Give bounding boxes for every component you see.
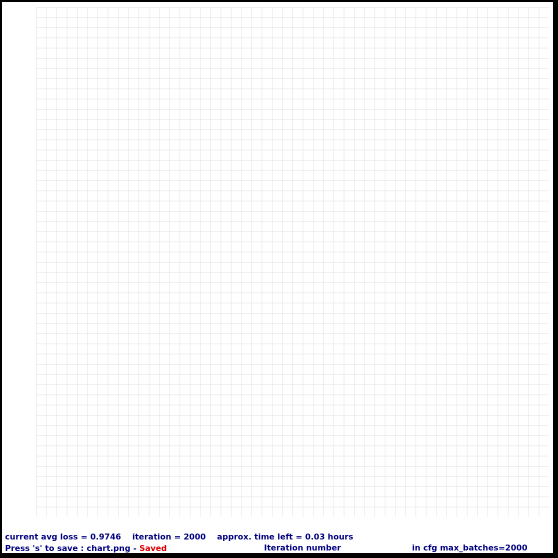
max-batches-note: in cfg max_batches=2000 [412,544,528,553]
minor-grid [36,7,549,517]
save-state: Saved [139,544,167,553]
status-line: current avg loss = 0.9746 iteration = 20… [5,533,353,542]
x-axis-label: Iteration number [264,544,341,553]
save-prompt-text: Press 's' to save : chart.png - [5,544,139,553]
save-prompt: Press 's' to save : chart.png - Saved [5,544,167,553]
